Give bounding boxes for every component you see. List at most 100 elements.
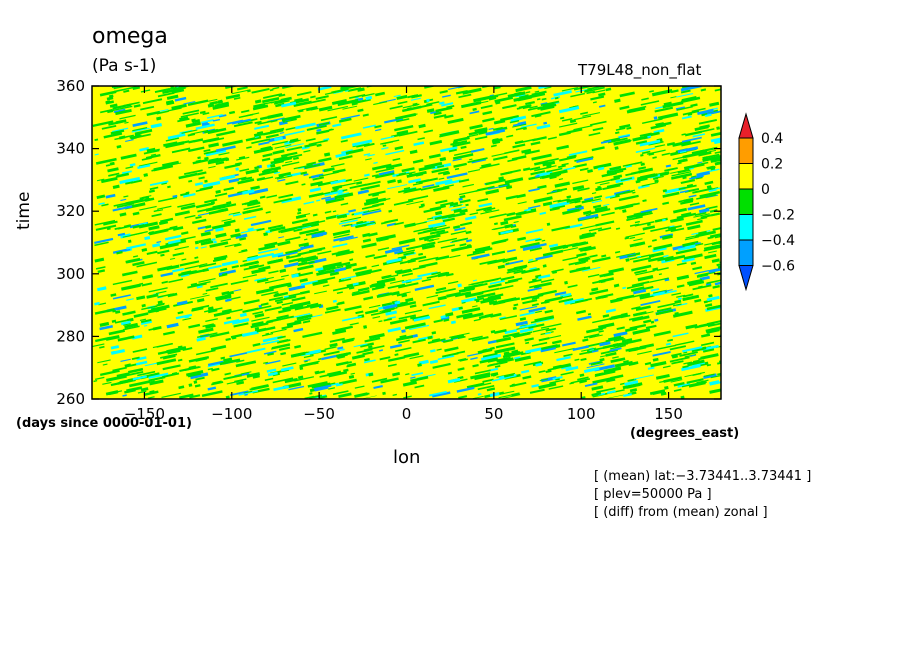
heatmap-cell bbox=[403, 187, 411, 190]
heatmap-cell bbox=[524, 149, 540, 155]
heatmap-cell bbox=[177, 117, 190, 123]
heatmap-cell bbox=[157, 205, 172, 210]
heatmap-cell bbox=[680, 395, 685, 399]
heatmap-cell bbox=[290, 312, 311, 319]
heatmap-cell bbox=[466, 133, 479, 138]
heatmap-cell bbox=[125, 257, 141, 264]
heatmap-cell bbox=[327, 370, 342, 376]
heatmap-cell bbox=[687, 204, 706, 211]
heatmap-cell bbox=[458, 197, 463, 201]
heatmap-cell bbox=[622, 161, 643, 167]
heatmap-cell bbox=[175, 313, 193, 320]
heatmap-cell bbox=[230, 232, 241, 238]
heatmap-cell bbox=[485, 188, 500, 195]
heatmap-cell bbox=[306, 161, 317, 166]
heatmap-cell bbox=[708, 294, 713, 298]
heatmap-cell bbox=[356, 143, 370, 148]
heatmap-cell bbox=[474, 374, 491, 381]
heatmap-cell bbox=[531, 341, 548, 347]
heatmap-cell bbox=[171, 147, 191, 154]
heatmap-cell bbox=[404, 322, 426, 330]
heatmap-cell bbox=[218, 152, 230, 156]
heatmap-cell bbox=[634, 221, 655, 227]
heatmap-cell bbox=[516, 107, 521, 110]
heatmap-cell bbox=[322, 261, 343, 269]
heatmap-cell bbox=[368, 304, 381, 309]
heatmap-cell bbox=[466, 244, 472, 248]
heatmap-cell bbox=[264, 377, 274, 381]
heatmap-cell bbox=[520, 123, 537, 129]
heatmap-cell bbox=[667, 338, 674, 342]
heatmap-cell bbox=[275, 102, 285, 108]
heatmap-cell bbox=[514, 355, 532, 363]
heatmap-cell bbox=[711, 258, 720, 263]
heatmap-cell bbox=[504, 149, 520, 155]
heatmap-cell bbox=[434, 213, 456, 220]
heatmap-cell bbox=[588, 227, 603, 232]
heatmap-cell bbox=[141, 282, 153, 287]
heatmap-cell bbox=[683, 253, 703, 261]
heatmap-cell bbox=[643, 319, 652, 324]
heatmap-cell bbox=[481, 163, 491, 168]
heatmap-cell bbox=[478, 130, 488, 133]
heatmap-cell bbox=[608, 267, 625, 274]
colorbar-segment bbox=[738, 137, 754, 164]
heatmap-cell bbox=[338, 155, 353, 161]
heatmap-cell bbox=[635, 140, 648, 145]
heatmap-cell bbox=[452, 140, 458, 144]
heatmap-cell bbox=[218, 114, 227, 118]
heatmap-cell bbox=[332, 299, 337, 303]
heatmap-cell bbox=[422, 300, 440, 307]
heatmap-cell bbox=[575, 204, 582, 209]
heatmap-cell bbox=[589, 254, 598, 258]
heatmap-cell bbox=[418, 123, 426, 129]
heatmap-cell bbox=[619, 91, 635, 98]
heatmap-cell bbox=[215, 189, 221, 194]
heatmap-cell bbox=[163, 264, 180, 269]
heatmap-cell bbox=[618, 194, 639, 202]
heatmap-cell bbox=[538, 370, 546, 374]
heatmap-cell bbox=[714, 161, 721, 166]
heatmap-cell bbox=[453, 208, 462, 214]
heatmap-cell bbox=[650, 288, 660, 292]
heatmap-cell bbox=[267, 258, 284, 265]
heatmap-cell bbox=[590, 95, 605, 101]
heatmap-cell bbox=[156, 302, 165, 306]
heatmap-cell bbox=[261, 339, 280, 346]
heatmap-cell bbox=[396, 335, 414, 342]
heatmap-cell bbox=[349, 93, 366, 99]
heatmap-cell bbox=[507, 91, 526, 99]
heatmap-cell bbox=[145, 196, 150, 200]
heatmap-cell bbox=[274, 136, 284, 142]
heatmap-cell bbox=[574, 358, 580, 361]
colorbar-label: −0.2 bbox=[761, 208, 795, 224]
heatmap-cell bbox=[211, 367, 220, 372]
heatmap-cell bbox=[479, 163, 500, 169]
heatmap-cell bbox=[561, 87, 578, 92]
heatmap-cell bbox=[635, 305, 651, 312]
heatmap-cell bbox=[278, 193, 294, 199]
heatmap-cell bbox=[456, 312, 473, 319]
heatmap-cell bbox=[208, 165, 216, 169]
heatmap-cell bbox=[515, 86, 532, 93]
heatmap-cell bbox=[101, 203, 109, 207]
heatmap-cell bbox=[625, 232, 645, 238]
heatmap-cell bbox=[507, 248, 516, 253]
heatmap-cell bbox=[270, 119, 278, 123]
heatmap-cell bbox=[472, 395, 484, 399]
heatmap-cell bbox=[623, 139, 632, 143]
heatmap-cell bbox=[352, 145, 357, 148]
heatmap-cell bbox=[413, 226, 434, 233]
heatmap-cell bbox=[198, 327, 214, 334]
heatmap-cell bbox=[714, 88, 721, 92]
heatmap-cell bbox=[241, 176, 253, 181]
heatmap-cell bbox=[572, 345, 589, 352]
heatmap-cell bbox=[478, 314, 492, 320]
heatmap-cell bbox=[458, 93, 472, 99]
heatmap-cell bbox=[196, 336, 206, 342]
heatmap-cell bbox=[268, 270, 279, 274]
heatmap-cell bbox=[172, 86, 186, 92]
heatmap-cell bbox=[273, 99, 290, 105]
heatmap-cell bbox=[459, 195, 466, 199]
heatmap-cell bbox=[620, 177, 633, 182]
